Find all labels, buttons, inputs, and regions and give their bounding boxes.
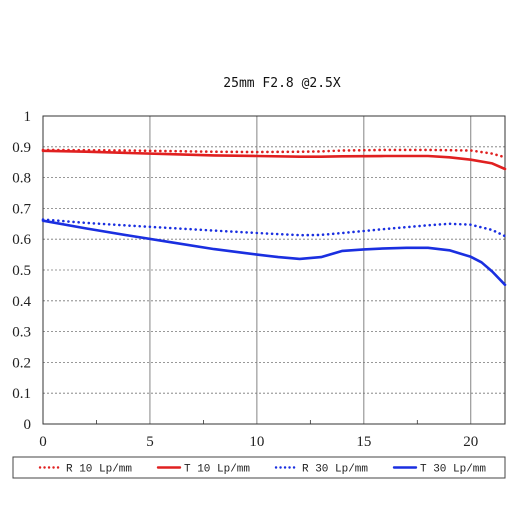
y-tick-label: 0.3 xyxy=(12,325,31,341)
legend-box xyxy=(12,456,506,479)
y-tick-label: 1 xyxy=(24,109,32,125)
chart-title: 25mm F2.8 @2.5X xyxy=(223,76,341,91)
x-tick-label: 15 xyxy=(356,434,371,450)
legend: R 10 Lp/mm T 10 Lp/mm R 30 Lp/mm T 30 Lp/mm xyxy=(12,456,506,479)
y-tick-label: 0.2 xyxy=(12,355,31,371)
x-tick-label: 20 xyxy=(463,434,478,450)
legend-label: R 30 Lp/mm xyxy=(302,464,368,476)
legend-label: R 10 Lp/mm xyxy=(66,464,132,476)
series-line xyxy=(41,219,507,287)
x-tick-label: 0 xyxy=(39,434,47,450)
y-tick-label: 0 xyxy=(24,417,32,433)
legend-label: T 10 Lp/mm xyxy=(184,464,250,476)
y-tick-label: 0.1 xyxy=(12,386,31,402)
y-tick-label: 0.8 xyxy=(12,171,31,187)
plot-frame xyxy=(42,115,506,425)
y-tick-label: 0.7 xyxy=(12,201,31,217)
legend-label: T 30 Lp/mm xyxy=(420,464,486,476)
grid xyxy=(43,116,505,424)
x-tick-label: 5 xyxy=(146,434,154,450)
series-line xyxy=(41,149,507,171)
y-tick-label: 0.6 xyxy=(12,232,31,248)
series-line xyxy=(41,148,507,159)
y-tick-label: 0.5 xyxy=(12,263,31,279)
series-layer xyxy=(41,148,507,287)
y-tick-label: 0.4 xyxy=(12,294,31,310)
x-tick-label: 10 xyxy=(249,434,264,450)
axis-labels: 0 5 10 15 20 0 0.1 0.2 0.3 0.4 0.5 0.6 0.7 0.8 0.9 1 xyxy=(12,109,478,450)
y-tick-label: 0.9 xyxy=(12,140,31,156)
